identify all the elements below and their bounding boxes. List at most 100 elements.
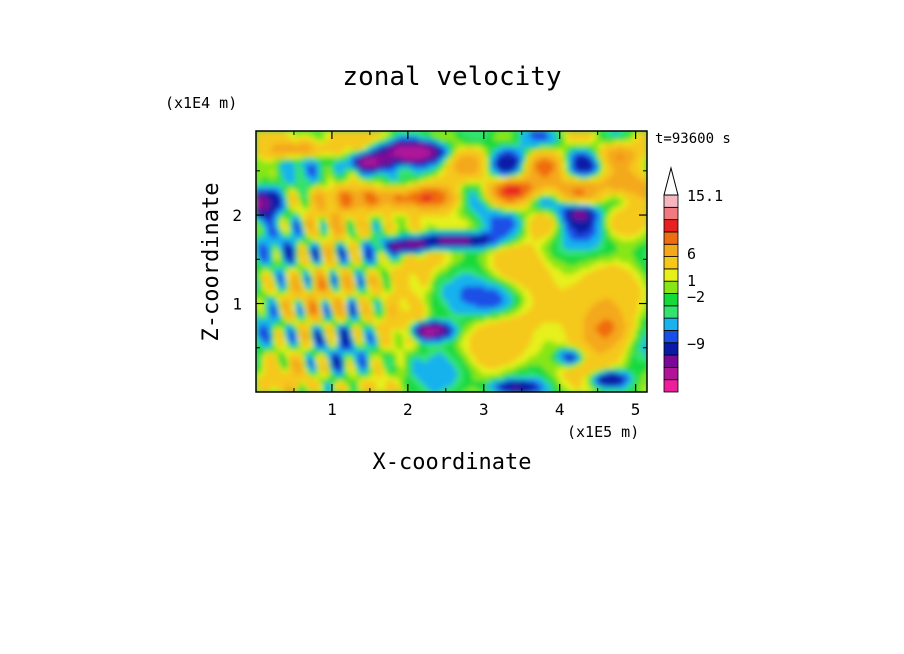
field-cell (421, 385, 426, 390)
field-cell (601, 307, 606, 311)
field-cell (280, 367, 284, 372)
field-cell (535, 382, 540, 387)
field-cell (577, 310, 582, 314)
field-cell (610, 364, 615, 369)
field-cell (394, 334, 398, 338)
field-cell (430, 355, 435, 360)
field-cell (430, 328, 435, 332)
field-cell (259, 285, 263, 290)
field-cell (547, 276, 552, 281)
field-cell (262, 373, 266, 378)
field-cell (640, 313, 645, 317)
field-cell (457, 373, 462, 378)
field-cell (313, 291, 317, 296)
field-cell (433, 285, 438, 290)
field-cell (487, 285, 492, 290)
field-cell (535, 349, 540, 354)
field-cell (448, 376, 453, 381)
field-cell (256, 355, 260, 360)
field-cell (304, 361, 308, 366)
field-cell (301, 370, 305, 375)
field-cell (478, 279, 483, 284)
field-cell (622, 358, 627, 363)
field-cell (604, 313, 609, 317)
field-cell (586, 316, 591, 320)
field-cell (256, 349, 260, 354)
field-cell (448, 379, 453, 384)
field-cell (544, 288, 549, 293)
field-cell (409, 273, 413, 278)
field-cell (301, 307, 305, 311)
field-cell (622, 352, 627, 357)
field-cell (280, 358, 284, 363)
field-cell (301, 303, 305, 308)
field-cell (346, 297, 350, 302)
field-cell (346, 282, 350, 287)
field-cell (580, 388, 585, 392)
field-cell (307, 376, 311, 381)
field-cell (289, 288, 293, 293)
field-cell (640, 376, 645, 381)
field-cell (481, 328, 486, 332)
field-cell (343, 331, 347, 335)
field-cell (277, 276, 281, 281)
field-cell (616, 297, 621, 302)
field-cell (517, 379, 522, 384)
field-cell (319, 331, 323, 335)
field-cell (355, 285, 359, 290)
field-cell (277, 388, 281, 392)
field-cell (331, 346, 335, 351)
field-cell (505, 379, 510, 384)
field-cell (457, 279, 462, 284)
field-cell (577, 385, 582, 390)
field-cell (433, 310, 438, 314)
field-cell (598, 385, 603, 390)
field-cell (271, 340, 275, 345)
field-cell (292, 297, 296, 302)
field-cell (577, 328, 582, 332)
field-cell (529, 294, 534, 299)
field-cell (556, 382, 561, 387)
field-cell (256, 319, 260, 323)
field-cell (367, 297, 371, 302)
field-cell (361, 352, 365, 357)
field-cell (535, 385, 540, 390)
field-cell (445, 279, 450, 284)
field-cell (460, 282, 465, 287)
field-cell (520, 291, 525, 296)
field-cell (607, 282, 612, 287)
field-cell (370, 370, 374, 375)
field-cell (577, 276, 582, 281)
field-cell (268, 331, 272, 335)
field-cell (526, 322, 531, 326)
field-cell (331, 388, 335, 392)
field-cell (619, 334, 624, 338)
field-cell (379, 285, 383, 290)
field-cell (487, 388, 492, 392)
field-cell (481, 352, 486, 357)
field-cell (364, 316, 368, 320)
field-cell (634, 297, 639, 302)
field-cell (316, 379, 320, 384)
field-cell (370, 337, 374, 342)
field-cell (616, 373, 621, 378)
field-cell (634, 352, 639, 357)
field-cell (526, 285, 531, 290)
field-cell (559, 282, 564, 287)
field-cell (598, 349, 603, 354)
field-cell (268, 300, 272, 305)
field-cell (418, 316, 423, 320)
field-cell (607, 355, 612, 360)
field-cell (523, 303, 528, 308)
field-cell (316, 364, 320, 369)
field-cell (256, 282, 260, 287)
field-cell (571, 352, 576, 357)
field-cell (370, 328, 374, 332)
field-cell (274, 276, 278, 281)
field-cell (457, 322, 462, 326)
field-cell (313, 337, 317, 342)
field-cell (361, 273, 365, 278)
field-cell (397, 337, 401, 342)
field-cell (526, 343, 531, 348)
field-cell (520, 288, 525, 293)
